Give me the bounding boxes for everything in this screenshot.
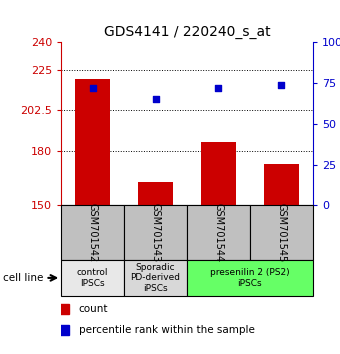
Bar [61,260,124,296]
Text: percentile rank within the sample: percentile rank within the sample [79,325,255,335]
Bar [187,260,313,296]
Text: presenilin 2 (PS2)
iPSCs: presenilin 2 (PS2) iPSCs [210,268,290,287]
Title: GDS4141 / 220240_s_at: GDS4141 / 220240_s_at [104,25,270,39]
Point [216,85,221,91]
Point [278,82,284,88]
Text: GSM701545: GSM701545 [276,203,286,262]
Text: cell line: cell line [3,273,44,283]
Text: GSM701544: GSM701544 [214,203,223,262]
Bar [138,182,173,205]
Bar [61,205,124,260]
Text: Sporadic
PD-derived
iPSCs: Sporadic PD-derived iPSCs [131,263,181,293]
Point [90,85,95,91]
Text: GSM701543: GSM701543 [151,203,160,262]
Text: count: count [79,304,108,314]
Bar [250,205,313,260]
Bar [124,205,187,260]
Bar [124,260,187,296]
Bar [264,164,299,205]
Bar [75,79,110,205]
Text: control
IPSCs: control IPSCs [77,268,108,287]
Bar [201,142,236,205]
Bar [187,205,250,260]
Text: GSM701542: GSM701542 [88,203,98,262]
Point [153,97,158,102]
